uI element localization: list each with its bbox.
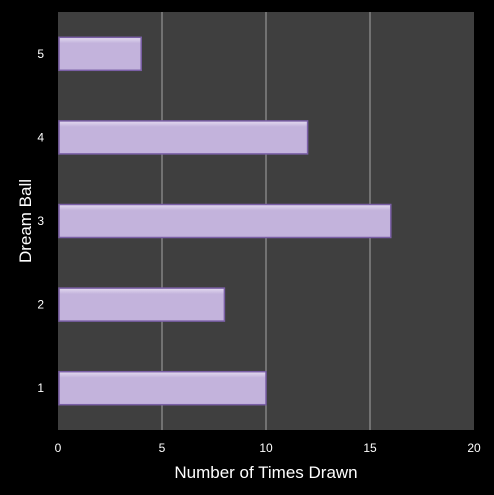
x-axis-ticks: 0 5 10 15 20 [55, 441, 481, 455]
x-tick-label: 20 [467, 441, 481, 455]
y-axis-ticks: 1 2 3 4 5 [37, 47, 44, 395]
bar-2 [58, 287, 226, 322]
bar-5 [58, 36, 142, 72]
x-axis-title: Number of Times Drawn [174, 463, 357, 482]
x-tick-label: 5 [159, 441, 166, 455]
y-axis-title: Dream Ball [16, 179, 35, 263]
x-tick-label: 0 [55, 441, 62, 455]
bar-4 [58, 120, 309, 155]
bar-3 [58, 203, 392, 239]
bars [58, 36, 392, 406]
bar-1 [58, 370, 267, 406]
y-tick-label: 5 [37, 47, 44, 61]
y-tick-label: 3 [37, 214, 44, 228]
y-tick-label: 1 [37, 381, 44, 395]
x-tick-label: 10 [259, 441, 273, 455]
y-tick-label: 4 [37, 130, 44, 144]
x-tick-label: 15 [363, 441, 377, 455]
y-tick-label: 2 [37, 298, 44, 312]
